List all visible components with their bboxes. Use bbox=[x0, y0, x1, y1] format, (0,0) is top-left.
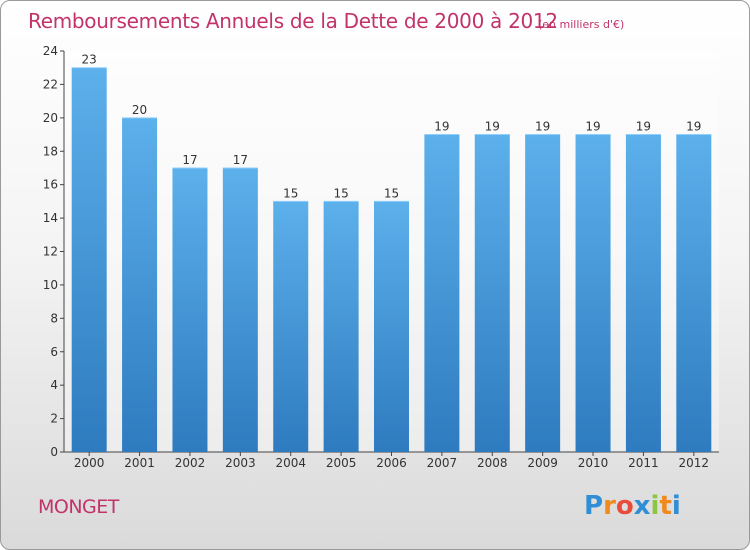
value-label: 23 bbox=[82, 53, 97, 67]
y-tick-label: 14 bbox=[43, 211, 58, 225]
value-label: 20 bbox=[132, 103, 147, 117]
logo-letter: r bbox=[603, 491, 616, 521]
bar[interactable] bbox=[676, 134, 712, 452]
bar[interactable] bbox=[525, 134, 561, 452]
value-label: 17 bbox=[233, 153, 248, 167]
logo-letter: i bbox=[650, 491, 660, 521]
bar[interactable] bbox=[323, 201, 359, 452]
y-tick-label: 6 bbox=[50, 345, 58, 359]
y-tick-label: 24 bbox=[43, 44, 58, 58]
y-tick-label: 0 bbox=[50, 445, 58, 459]
x-tick-label: 2001 bbox=[124, 456, 155, 470]
value-label: 15 bbox=[283, 186, 298, 200]
y-tick-label: 4 bbox=[50, 378, 58, 392]
x-tick-label: 2006 bbox=[376, 456, 407, 470]
logo-letter: i bbox=[671, 491, 681, 521]
y-tick-label: 8 bbox=[50, 311, 58, 325]
bar[interactable] bbox=[71, 67, 107, 452]
bar[interactable] bbox=[575, 134, 611, 452]
y-tick-label: 18 bbox=[43, 144, 58, 158]
logo-letter: t bbox=[659, 491, 672, 521]
value-label: 19 bbox=[585, 120, 600, 134]
x-tick-label: 2010 bbox=[578, 456, 609, 470]
value-label: 19 bbox=[686, 120, 701, 134]
x-tick-label: 2008 bbox=[477, 456, 508, 470]
logo-letter: o bbox=[615, 491, 634, 521]
y-tick-label: 22 bbox=[43, 77, 58, 91]
chart-title: Remboursements Annuels de la Dette de 20… bbox=[28, 9, 558, 33]
value-label: 15 bbox=[384, 186, 399, 200]
x-tick-label: 2009 bbox=[527, 456, 558, 470]
bar[interactable] bbox=[222, 167, 258, 453]
bar[interactable] bbox=[273, 201, 309, 452]
x-tick-label: 2003 bbox=[225, 456, 256, 470]
value-label: 15 bbox=[333, 186, 348, 200]
x-tick-label: 2007 bbox=[427, 456, 458, 470]
chart-subtitle: (en milliers d'€) bbox=[538, 18, 625, 31]
value-label: 19 bbox=[434, 120, 449, 134]
value-label: 19 bbox=[535, 120, 550, 134]
y-tick-label: 20 bbox=[43, 111, 58, 125]
bars bbox=[71, 67, 712, 453]
y-tick-label: 2 bbox=[50, 412, 58, 426]
value-label: 19 bbox=[636, 120, 651, 134]
place-name: MONGET bbox=[38, 496, 119, 518]
value-label: 17 bbox=[182, 153, 197, 167]
bar[interactable] bbox=[374, 201, 409, 452]
x-tick-label: 2011 bbox=[628, 456, 659, 470]
x-tick-label: 2005 bbox=[326, 456, 357, 470]
bar[interactable] bbox=[424, 134, 460, 452]
y-tick-label: 16 bbox=[43, 178, 58, 192]
bar[interactable] bbox=[122, 117, 158, 452]
value-label: 19 bbox=[485, 120, 500, 134]
x-tick-label: 2004 bbox=[275, 456, 306, 470]
y-tick-label: 12 bbox=[43, 245, 58, 259]
bar[interactable] bbox=[474, 134, 510, 452]
y-tick-label: 10 bbox=[43, 278, 58, 292]
value-labels: 23 20 17 17 15 15 15 19 19 19 19 19 19 bbox=[82, 53, 702, 201]
x-tick-label: 2000 bbox=[74, 456, 105, 470]
proxiti-logo[interactable]: Proxiti bbox=[584, 491, 681, 521]
bar[interactable] bbox=[625, 134, 661, 452]
bar[interactable] bbox=[172, 167, 208, 453]
logo-letter: P bbox=[584, 491, 604, 521]
logo-letter: x bbox=[633, 491, 651, 521]
x-tick-label: 2012 bbox=[679, 456, 710, 470]
x-tick-label: 2002 bbox=[175, 456, 206, 470]
